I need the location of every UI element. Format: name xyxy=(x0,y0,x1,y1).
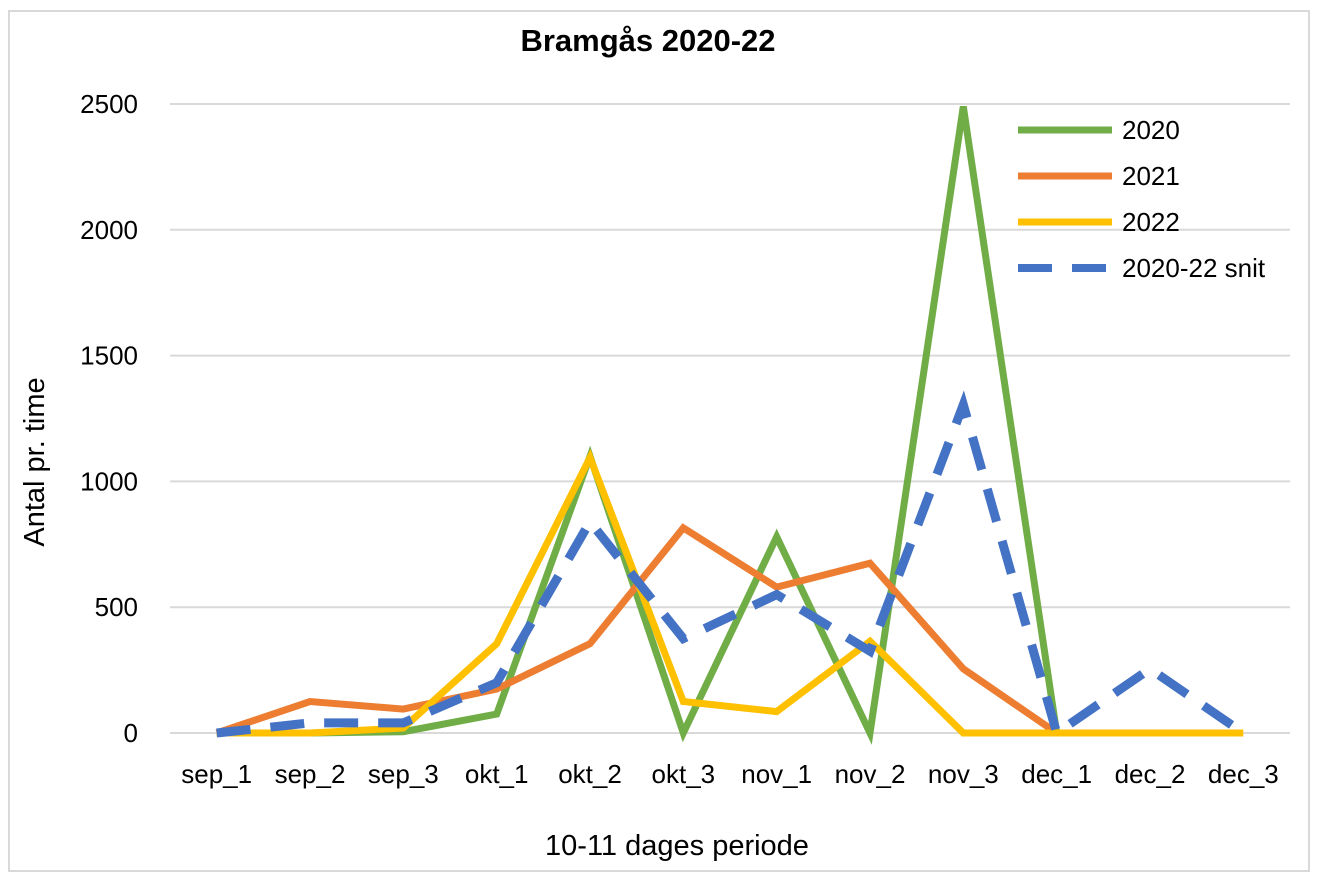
series-line-2020 xyxy=(216,105,1061,745)
x-axis-label: 10-11 dages periode xyxy=(545,830,809,862)
x-tick-label: okt_3 xyxy=(652,759,716,789)
legend-label: 2020 xyxy=(1122,115,1180,145)
series-line-2020-22-snit xyxy=(216,390,1246,741)
legend-label: 2021 xyxy=(1122,161,1180,191)
x-tick-labels: sep_1 sep_2 sep_3 okt_1 okt_2 okt_3 nov_1 nov_2… xyxy=(181,759,1279,789)
x-tick-label: nov_2 xyxy=(835,759,906,789)
y-tick-labels: 0 500 1000 1500 2000 2500 xyxy=(80,89,138,748)
x-tick-label: dec_2 xyxy=(1115,759,1186,789)
y-tick-label: 2500 xyxy=(80,89,138,119)
x-tick-label: sep_3 xyxy=(368,759,439,789)
legend-label: 2020-22 snit xyxy=(1122,253,1266,283)
y-tick-label: 1000 xyxy=(80,466,138,496)
legend: 2020 2021 2022 2020-22 snit xyxy=(1018,115,1266,283)
y-tick-label: 500 xyxy=(95,592,138,622)
x-tick-label: sep_2 xyxy=(275,759,346,789)
x-tick-label: dec_3 xyxy=(1208,759,1279,789)
x-tick-label: nov_1 xyxy=(741,759,812,789)
legend-label: 2022 xyxy=(1122,207,1180,237)
y-tick-label: 1500 xyxy=(80,341,138,371)
chart-title: Bramgås 2020-22 xyxy=(520,23,775,58)
x-tick-label: nov_3 xyxy=(928,759,999,789)
y-tick-label: 0 xyxy=(124,718,138,748)
y-axis-label: Antal pr. time xyxy=(19,377,51,546)
x-tick-label: okt_2 xyxy=(558,759,622,789)
y-tick-label: 2000 xyxy=(80,215,138,245)
series-line-2022 xyxy=(216,448,1244,737)
x-tick-label: sep_1 xyxy=(181,759,252,789)
x-tick-label: dec_1 xyxy=(1021,759,1092,789)
x-tick-label: okt_1 xyxy=(465,759,529,789)
series-lines xyxy=(215,105,1246,745)
